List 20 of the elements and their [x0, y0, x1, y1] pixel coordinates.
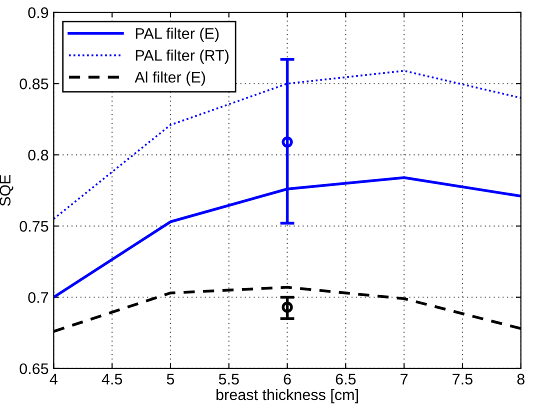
y-tick-label: 0.8	[28, 150, 48, 161]
y-tick-label: 0.9	[28, 7, 48, 18]
x-tick-label: 5.5	[218, 374, 239, 385]
x-tick-label: 4.5	[102, 374, 122, 385]
x-tick-label: 6	[284, 374, 291, 385]
y-tick-label: 0.7	[28, 292, 48, 303]
y-tick-label: 0.65	[20, 363, 48, 374]
y-tick-label: 0.75	[20, 220, 48, 232]
legend-label: PAL filter (E)	[136, 28, 219, 42]
x-tick-label: 5	[166, 374, 174, 385]
x-tick-label: 7.5	[452, 374, 472, 385]
legend-label: PAL filter (RT)	[136, 50, 229, 64]
x-tick-label: 6.5	[336, 374, 356, 385]
x-tick-label: 8	[517, 374, 524, 385]
x-tick-label: 7	[400, 374, 408, 384]
x-axis-title: breast thickness [cm]	[216, 388, 358, 404]
y-axis-title: SQE	[0, 174, 14, 206]
legend-label: Al filter (E)	[134, 71, 206, 86]
y-tick-label: 0.85	[20, 78, 48, 90]
x-tick-label: 4	[50, 374, 58, 384]
